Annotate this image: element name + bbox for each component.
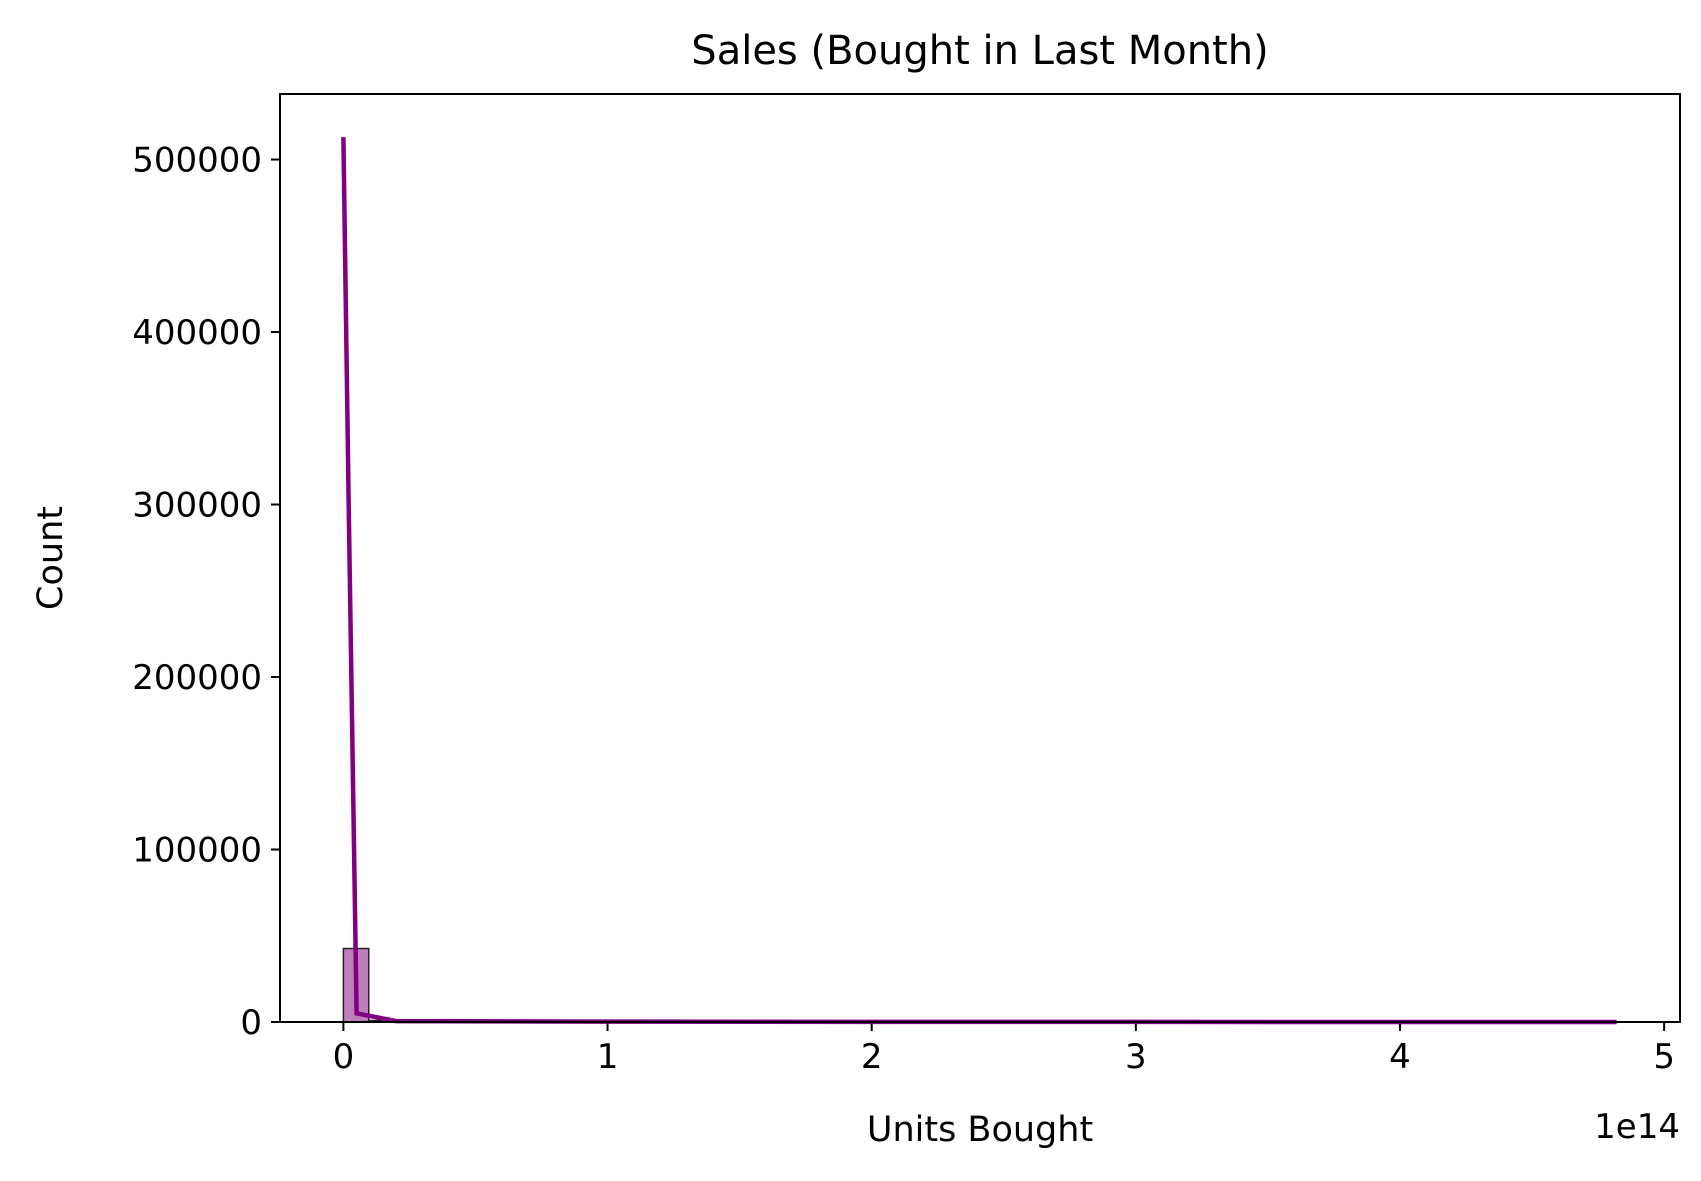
x-tick-label-2: 2 <box>861 1037 883 1077</box>
x-tick-label-3: 3 <box>1125 1037 1147 1077</box>
x-tick-label-4: 4 <box>1389 1037 1411 1077</box>
y-axis-label: Count <box>31 506 71 610</box>
y-tick-label-3: 300000 <box>132 486 262 526</box>
bars-layer <box>342 947 471 1023</box>
x-tick-label-1: 1 <box>597 1037 619 1077</box>
x-tick-label-0: 0 <box>333 1037 355 1077</box>
plot-frame <box>279 93 1681 1023</box>
kde-line <box>341 137 1617 1025</box>
y-tick-label-1: 100000 <box>132 831 262 871</box>
x-axis-offset-label: 1e14 <box>1594 1107 1680 1147</box>
chart-title: Sales (Bought in Last Month) <box>691 28 1268 74</box>
x-tick-label-5: 5 <box>1653 1037 1675 1077</box>
y-tick-label-4: 400000 <box>132 313 262 353</box>
x-axis-label: Units Bought <box>867 1110 1093 1150</box>
y-axis-ticks: 0 100000 200000 300000 400000 500000 <box>132 141 280 1043</box>
x-axis-ticks: 0 1 2 3 4 5 <box>333 1022 1675 1077</box>
y-tick-label-2: 200000 <box>132 658 262 698</box>
y-tick-label-5: 500000 <box>132 141 262 181</box>
y-tick-label-0: 0 <box>240 1003 262 1043</box>
